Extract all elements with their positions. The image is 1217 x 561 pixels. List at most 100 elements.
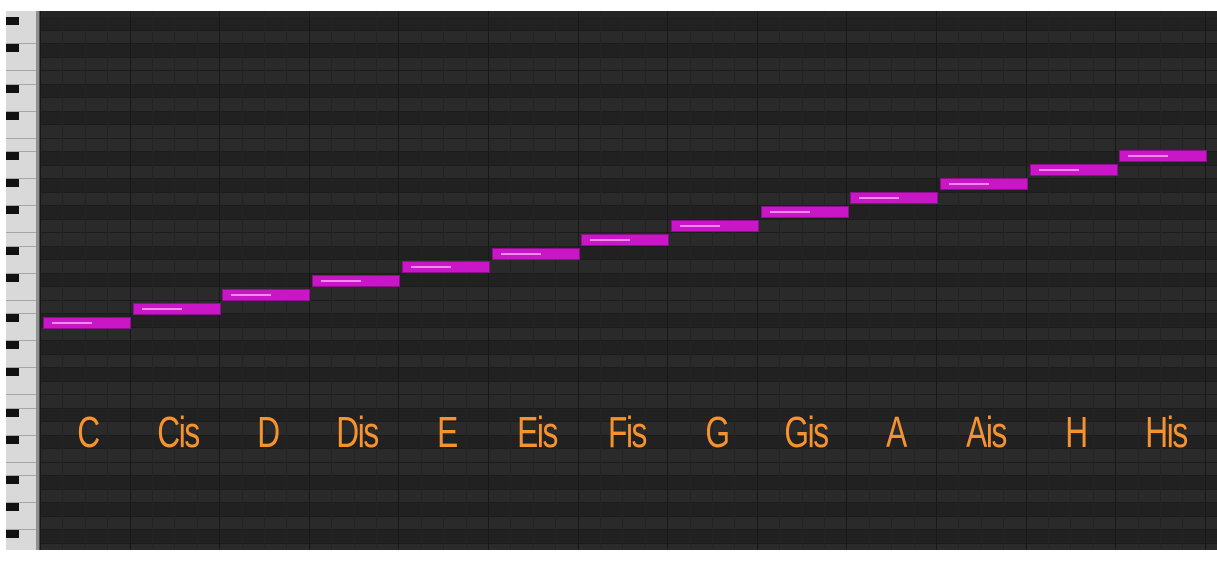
midi-note[interactable] [581,233,670,246]
grid-line [196,11,198,550]
note-grid[interactable] [40,11,1217,550]
white-key[interactable] [6,71,36,85]
midi-note[interactable] [1029,164,1118,177]
grid-line [465,11,467,550]
note-velocity-bar [1128,155,1169,158]
grid-row [40,503,1217,517]
midi-note[interactable] [760,205,849,218]
black-key[interactable] [6,503,19,511]
piano-keyboard[interactable] [6,11,37,550]
black-key[interactable] [6,179,19,187]
midi-note[interactable] [491,247,580,260]
midi-note[interactable] [850,191,939,204]
note-label: G [704,408,730,457]
white-key[interactable] [6,193,36,206]
grid-line [1160,11,1161,550]
black-key[interactable] [6,314,19,322]
white-key[interactable] [6,260,36,274]
white-key[interactable] [6,166,36,179]
note-velocity-bar [321,280,362,283]
black-key[interactable] [6,408,19,417]
white-key[interactable] [6,463,36,476]
note-velocity-bar [52,322,92,324]
black-key[interactable] [6,476,19,484]
white-key[interactable] [6,233,36,247]
grid-line [936,11,937,550]
white-key[interactable] [6,139,36,152]
grid-row [40,179,1217,193]
grid-line [689,11,691,550]
midi-note[interactable] [132,303,221,316]
grid-line [1182,11,1184,550]
midi-note[interactable] [222,289,311,302]
grid-line [152,11,153,550]
note-label: Dis [336,408,380,457]
white-key[interactable] [6,544,36,551]
grid-line [1070,11,1072,550]
grid-row [40,165,1217,179]
grid-line [555,11,557,550]
black-key[interactable] [6,530,19,538]
note-velocity-bar [141,308,182,311]
grid-row [40,273,1217,287]
white-key[interactable] [6,58,36,71]
note-velocity-bar [500,252,541,255]
midi-note[interactable] [312,275,401,288]
white-key[interactable] [6,31,36,44]
midi-note[interactable] [401,261,490,274]
black-key[interactable] [6,246,19,255]
grid-row [40,206,1217,220]
black-key[interactable] [6,341,19,349]
white-key[interactable] [6,517,36,530]
black-key[interactable] [6,273,19,282]
grid-row [40,341,1217,355]
note-label: C [77,408,100,457]
black-key[interactable] [6,17,19,25]
white-key[interactable] [6,125,36,139]
midi-note[interactable] [1119,150,1208,163]
grid-line [286,11,288,550]
white-key[interactable] [6,287,36,301]
note-velocity-bar [590,238,631,241]
white-key[interactable] [6,382,36,395]
grid-line [174,11,176,550]
grid-line [510,11,512,550]
grid-line [443,11,445,550]
white-key[interactable] [6,328,36,341]
white-key[interactable] [6,355,36,368]
grid-line [420,11,422,550]
grid-line [62,11,64,550]
white-key[interactable] [6,220,36,233]
grid-row [40,354,1217,368]
white-key[interactable] [6,301,36,314]
grid-row [40,368,1217,382]
midi-note[interactable] [670,219,759,232]
grid-row [40,30,1217,44]
grid-line [644,11,646,550]
note-velocity-bar [231,294,272,297]
piano-roll-editor[interactable] [6,11,1217,550]
note-label: H [1065,408,1088,457]
black-key[interactable] [6,111,19,120]
note-velocity-bar [859,196,900,199]
white-key[interactable] [6,490,36,503]
grid-line [532,11,534,550]
black-key[interactable] [6,435,19,444]
white-key[interactable] [6,449,36,463]
grid-line [1048,11,1049,550]
black-key[interactable] [6,206,19,214]
grid-row [40,44,1217,58]
white-key[interactable] [6,395,36,409]
black-key[interactable] [6,368,19,376]
black-key[interactable] [6,152,19,160]
grid-row [40,449,1217,463]
grid-row [40,530,1217,544]
midi-note[interactable] [940,178,1028,190]
grid-row [40,300,1217,314]
grid-line [980,11,982,550]
white-key[interactable] [6,422,36,436]
midi-note[interactable] [43,317,131,329]
black-key[interactable] [6,84,19,93]
black-key[interactable] [6,44,19,52]
white-key[interactable] [6,98,36,112]
